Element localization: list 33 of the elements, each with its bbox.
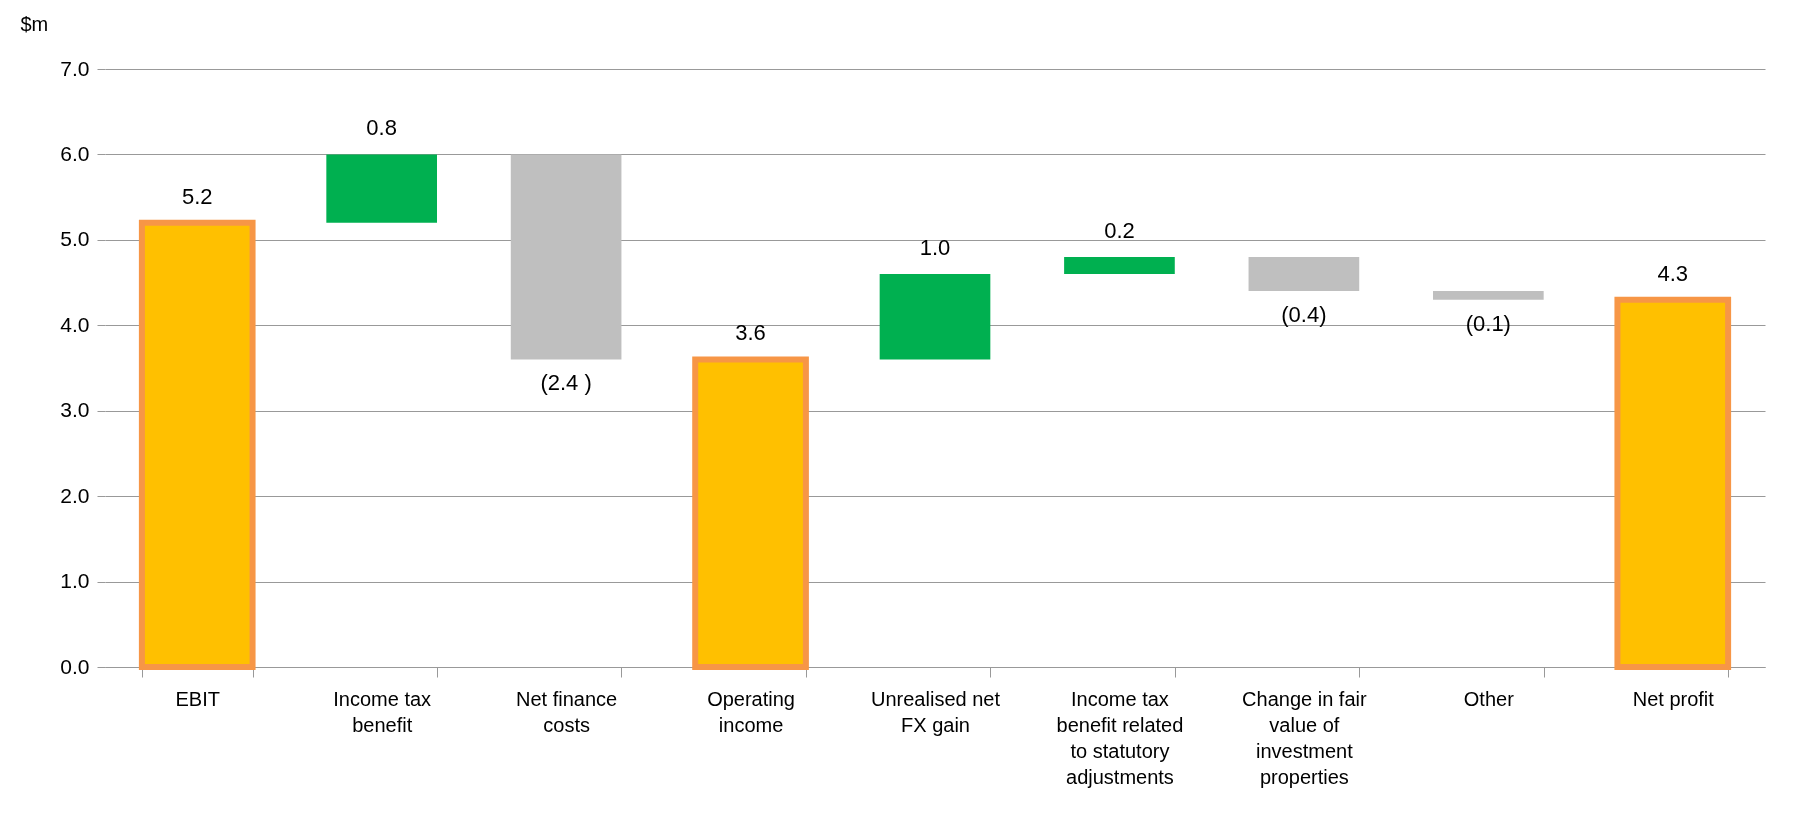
data-label: (0.1)	[1465, 310, 1511, 336]
data-label: 0.8	[366, 115, 397, 141]
y-tick-label: 3.0	[60, 398, 90, 422]
y-tick-label: 4.0	[60, 312, 90, 336]
x-tick-label: Income tax benefit	[333, 687, 432, 736]
x-tick-label: Other	[1463, 687, 1515, 710]
y-tick-label: 1.0	[60, 569, 90, 593]
data-label: 0.2	[1104, 217, 1135, 243]
bar	[879, 274, 991, 360]
data-label: 4.3	[1657, 260, 1689, 286]
bar	[1064, 256, 1175, 275]
data-label: 1.0	[919, 235, 951, 261]
y-tick-label: 2.0	[60, 483, 90, 507]
x-tick-label: EBIT	[175, 687, 220, 710]
bar	[510, 154, 622, 360]
x-tick-label: Net profit	[1632, 687, 1715, 710]
data-label: 3.6	[735, 320, 766, 346]
x-tick-label: Change in fair value of investment properties	[1242, 687, 1367, 788]
y-tick-label: 7.0	[60, 56, 90, 80]
bar	[1433, 291, 1544, 300]
data-label: (2.4 )	[540, 370, 592, 396]
x-tick-label: Operating income	[707, 687, 795, 736]
x-tick-label: Unrealised net FX gain	[871, 687, 1001, 736]
bar	[326, 154, 437, 223]
y-axis-title: $m	[20, 12, 49, 35]
x-tick-label: Income tax benefit related to statutory adjustments	[1056, 687, 1184, 788]
data-label: 5.2	[181, 183, 213, 209]
y-tick-label: 0.0	[60, 654, 90, 678]
data-label: (0.4)	[1281, 302, 1327, 328]
bar	[1248, 256, 1360, 292]
x-tick-label: Net finance costs	[516, 687, 618, 736]
y-tick-label: 6.0	[60, 141, 90, 165]
y-tick-label: 5.0	[60, 227, 90, 251]
